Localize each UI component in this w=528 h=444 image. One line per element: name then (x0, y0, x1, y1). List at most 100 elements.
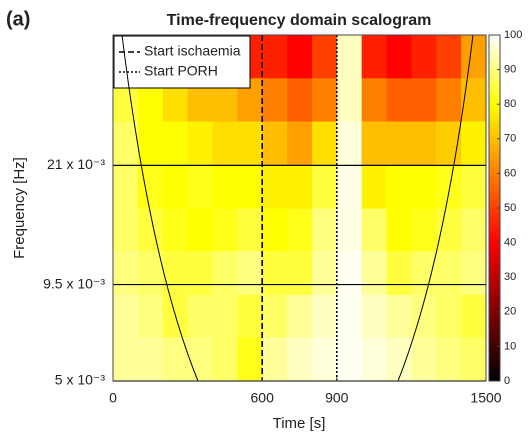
heatmap-cell (311, 121, 338, 166)
heatmap-cell (436, 164, 462, 209)
heatmap-cell (262, 35, 288, 79)
heatmap-cell (336, 250, 363, 295)
colorbar-tick-label: 30 (504, 271, 516, 283)
heatmap-cell (461, 77, 486, 122)
heatmap-cell (287, 35, 313, 79)
heatmap-cell (386, 294, 412, 338)
heatmap-cell (311, 35, 338, 79)
colorbar-tick-label: 70 (504, 133, 516, 145)
heatmap-cell (336, 208, 363, 252)
heatmap-cell (212, 250, 238, 295)
heatmap-cell (461, 250, 486, 295)
y-axis-label: Frequency [Hz] (11, 157, 28, 259)
heatmap-cell (311, 164, 338, 209)
heatmap-cell (137, 164, 164, 209)
heatmap-cell (187, 337, 213, 381)
y-tick-label: 9.5 x 10⁻³ (43, 275, 105, 291)
heatmap-cell (436, 250, 462, 295)
x-tick-label: 900 (325, 390, 349, 406)
colorbar-tick-label: 90 (504, 64, 516, 76)
cone-of-influence (121, 34, 474, 382)
heatmap-cell (361, 250, 388, 295)
x-tick-label: 0 (109, 390, 117, 406)
colorbar-tick-label: 0 (504, 375, 510, 387)
heatmap-cell (361, 294, 388, 338)
heatmap-cell (411, 121, 437, 166)
heatmap-cell (287, 250, 313, 295)
heatmap-cell (436, 208, 462, 252)
panel-label: (a) (6, 8, 30, 30)
heatmap-cell (361, 121, 388, 166)
heatmap-cell (336, 35, 363, 79)
x-axis-label: Time [s] (273, 415, 326, 432)
colorbar-tick-label: 40 (504, 237, 516, 249)
heatmap-cell (361, 164, 388, 209)
y-tick-label: 21 x 10⁻³ (47, 156, 105, 172)
heatmap-cell (212, 294, 238, 338)
colorbar-tick-label: 50 (504, 202, 516, 214)
heatmap-cell (287, 208, 313, 252)
heatmap-cell (461, 164, 486, 209)
heatmap-cell (336, 337, 363, 381)
heatmap-cell (461, 35, 486, 79)
heatmap-cell (336, 164, 363, 209)
heatmap-cell (411, 337, 437, 381)
heatmap-cell (237, 164, 263, 209)
heatmap-cell (411, 208, 437, 252)
heatmap-cell (113, 164, 139, 209)
heatmap-cell (162, 250, 189, 295)
heatmap-cell (311, 294, 338, 338)
heatmap-cell (336, 294, 363, 338)
heatmap-cell (137, 337, 164, 381)
heatmap-cell (287, 294, 313, 338)
heatmap-cell (113, 208, 139, 252)
legend: Start ischaemia Start PORH (113, 35, 251, 89)
heatmap-cell (287, 164, 313, 209)
heatmap-cell (336, 121, 363, 166)
plot-frame (112, 34, 487, 382)
heatmap-cell (212, 337, 238, 381)
heatmap-cell (386, 164, 412, 209)
heatmap-cell (187, 294, 213, 338)
heatmap-cell (187, 208, 213, 252)
heatmap-cell (237, 294, 263, 338)
heatmap-cell (361, 35, 388, 79)
heatmap-cell (411, 35, 437, 79)
heatmap-cell (262, 121, 288, 166)
heatmap-cell (361, 337, 388, 381)
heatmap-cell (113, 294, 139, 338)
colorbar-tick-label: 100 (504, 29, 522, 41)
heatmap-cell (461, 337, 486, 381)
heatmap-cell (187, 121, 213, 166)
heatmap-cell (262, 77, 288, 122)
heatmap-cell (361, 77, 388, 122)
heatmap-cell (137, 294, 164, 338)
heatmap-cell (287, 337, 313, 381)
heatmap-cell (262, 250, 288, 295)
heatmap-cell (411, 77, 437, 122)
heatmap-cell (386, 77, 412, 122)
heatmap-cell (162, 121, 189, 166)
x-tick-label: 600 (251, 390, 275, 406)
heatmap-cell (137, 121, 164, 166)
heatmap-cell (137, 250, 164, 295)
heatmap-cell (336, 77, 363, 122)
heatmap-cell (386, 208, 412, 252)
heatmap-cell (262, 337, 288, 381)
heatmap-cell (287, 121, 313, 166)
heatmap-cell (162, 337, 189, 381)
heatmap-cell (386, 35, 412, 79)
heatmap-cell (436, 294, 462, 338)
heatmap-cell (162, 164, 189, 209)
heatmap-cell (361, 208, 388, 252)
heatmap-cell (237, 250, 263, 295)
heatmap-cell (187, 250, 213, 295)
heatmap-cell (436, 77, 462, 122)
heatmap-cell (311, 208, 338, 252)
colorbar-tick-label: 10 (504, 340, 516, 352)
heatmap-cell (311, 337, 338, 381)
x-tick-label: 1500 (470, 390, 501, 406)
colorbar-tick-label: 20 (504, 306, 516, 318)
heatmap-cell (113, 250, 139, 295)
